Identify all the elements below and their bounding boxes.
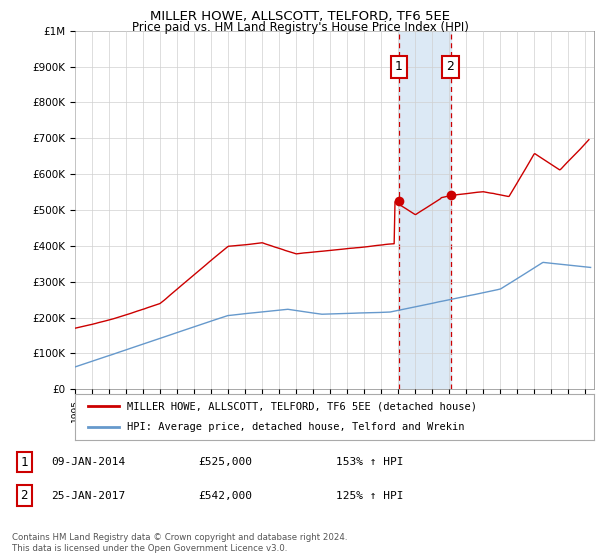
Bar — [399, 31, 451, 389]
Text: MILLER HOWE, ALLSCOTT, TELFORD, TF6 5EE (detached house): MILLER HOWE, ALLSCOTT, TELFORD, TF6 5EE … — [127, 401, 477, 411]
Text: 1: 1 — [395, 60, 403, 73]
Text: 1: 1 — [20, 455, 28, 469]
Text: 2: 2 — [446, 60, 454, 73]
Text: Contains HM Land Registry data © Crown copyright and database right 2024.
This d: Contains HM Land Registry data © Crown c… — [12, 533, 347, 553]
Text: 153% ↑ HPI: 153% ↑ HPI — [336, 457, 404, 467]
Text: £525,000: £525,000 — [198, 457, 252, 467]
Text: 125% ↑ HPI: 125% ↑ HPI — [336, 491, 404, 501]
Text: HPI: Average price, detached house, Telford and Wrekin: HPI: Average price, detached house, Telf… — [127, 422, 464, 432]
Text: MILLER HOWE, ALLSCOTT, TELFORD, TF6 5EE: MILLER HOWE, ALLSCOTT, TELFORD, TF6 5EE — [150, 10, 450, 23]
Text: 09-JAN-2014: 09-JAN-2014 — [51, 457, 125, 467]
Text: £542,000: £542,000 — [198, 491, 252, 501]
Text: 2: 2 — [20, 489, 28, 502]
Text: Price paid vs. HM Land Registry's House Price Index (HPI): Price paid vs. HM Land Registry's House … — [131, 21, 469, 34]
Text: 25-JAN-2017: 25-JAN-2017 — [51, 491, 125, 501]
